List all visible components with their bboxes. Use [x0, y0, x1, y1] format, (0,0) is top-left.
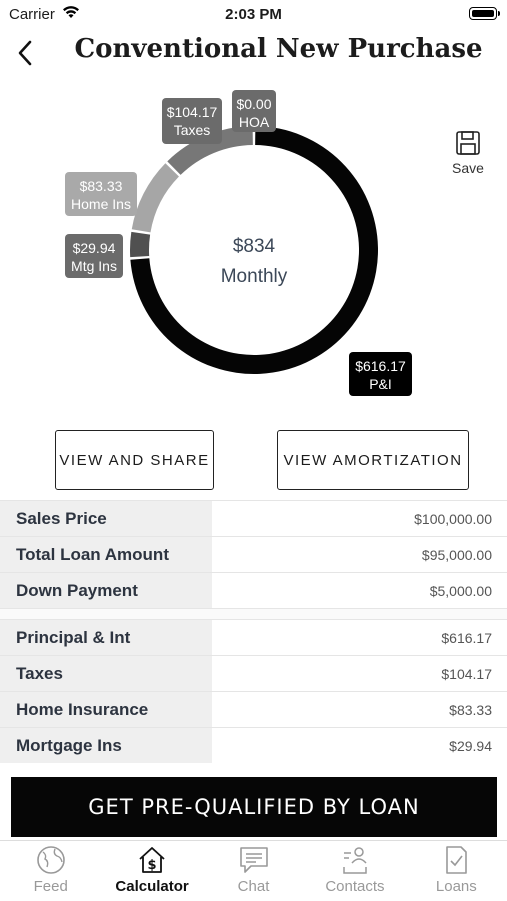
slice-taxes [167, 126, 253, 175]
page-title: Conventional New Purchase [74, 34, 483, 64]
carrier-label: Carrier [9, 6, 55, 23]
row-label: Principal & Int [0, 620, 212, 655]
tab-label: Feed [33, 878, 68, 895]
tab-chat[interactable]: Chat [203, 841, 304, 901]
callout-label: HOA [239, 114, 270, 130]
loans-icon [446, 846, 468, 874]
callout-value: $616.17 [355, 358, 406, 374]
row-value: $100,000.00 [414, 511, 492, 527]
monthly-amount: $834 [233, 236, 276, 257]
callout-p-i: $616.17 P&I [349, 352, 412, 396]
section-divider [0, 608, 507, 619]
table-row: Down Payment $5,000.00 [0, 572, 507, 608]
table-row: Taxes $104.17 [0, 655, 507, 691]
contacts-icon [343, 847, 367, 874]
globe-icon [36, 846, 65, 874]
svg-text:$: $ [148, 858, 157, 873]
callout-box [232, 90, 276, 132]
tab-calculator[interactable]: $ Calculator [101, 841, 202, 901]
tab-label: Calculator [115, 878, 189, 895]
row-label: Home Insurance [0, 692, 212, 727]
tab-loans[interactable]: Loans [406, 841, 507, 901]
tab-label: Chat [237, 878, 270, 895]
row-value: $5,000.00 [429, 583, 492, 599]
tab-label: Contacts [325, 878, 385, 895]
row-value: $104.17 [441, 666, 492, 682]
status-bar: Carrier 2:03 PM [0, 0, 507, 28]
calculator-house-icon: $ [139, 847, 165, 873]
payment-donut-chart: $834 Monthly $616.17 P&I $29.94 Mtg Ins $83.… [65, 90, 412, 396]
callout-label: Home Ins [71, 196, 131, 212]
callout-mtg-ins: $29.94 Mtg Ins [65, 234, 123, 278]
callout-label: P&I [369, 376, 392, 392]
save-button[interactable]: Save [449, 130, 487, 176]
row-value: $83.33 [449, 702, 492, 718]
row-value: $616.17 [441, 630, 492, 646]
battery-icon [469, 7, 500, 20]
monthly-label: Monthly [221, 266, 288, 287]
table-row: Mortgage Ins $29.94 [0, 727, 507, 763]
callout-value: $83.33 [80, 178, 123, 194]
chevron-left-icon [18, 40, 32, 66]
callout-value: $0.00 [236, 96, 271, 112]
tab-feed[interactable]: Feed [0, 841, 101, 901]
row-label: Mortgage Ins [0, 728, 212, 763]
row-value: $95,000.00 [421, 547, 492, 563]
callout-box [162, 98, 222, 144]
callout-box [65, 234, 123, 278]
tab-label: Loans [435, 878, 477, 895]
loan-details-table: Sales Price $100,000.00 Total Loan Amount… [0, 500, 507, 763]
row-label: Total Loan Amount [0, 537, 212, 572]
callout-value: $29.94 [73, 240, 116, 256]
table-row: Total Loan Amount $95,000.00 [0, 536, 507, 572]
row-label: Taxes [0, 656, 212, 691]
slice-home-ins [131, 163, 179, 233]
floppy-disk-icon [456, 131, 480, 155]
row-value: $29.94 [449, 738, 492, 754]
callout-label: Taxes [174, 122, 211, 138]
chat-icon [239, 847, 268, 873]
nav-bar: Conventional New Purchase [0, 30, 507, 74]
callout-box [65, 172, 137, 216]
callout-box [349, 352, 412, 396]
get-prequalified-button[interactable]: GET PRE-QUALIFIED BY LOAN [11, 777, 497, 837]
table-row: Principal & Int $616.17 [0, 619, 507, 655]
callout-label: Mtg Ins [71, 258, 117, 274]
table-row: Home Insurance $83.33 [0, 691, 507, 727]
row-label: Down Payment [0, 573, 212, 608]
status-time: 2:03 PM [225, 6, 282, 23]
callout-taxes: $104.17 Taxes [162, 98, 222, 144]
row-label: Sales Price [0, 501, 212, 536]
tab-contacts[interactable]: Contacts [304, 841, 405, 901]
view-and-share-button[interactable]: VIEW AND SHARE [55, 430, 214, 490]
view-amortization-button[interactable]: VIEW AMORTIZATION [277, 430, 469, 490]
callout-home-ins: $83.33 Home Ins [65, 172, 137, 216]
save-label: Save [452, 160, 484, 176]
callout-value: $104.17 [167, 104, 218, 120]
table-row: Sales Price $100,000.00 [0, 500, 507, 536]
tab-bar: Feed $ Calculator Chat Contacts Loans [0, 840, 507, 901]
callout-hoa: $0.00 HOA [232, 90, 276, 132]
slice-mtg-ins [130, 231, 151, 258]
back-button[interactable] [10, 34, 40, 70]
wifi-icon [62, 5, 80, 23]
